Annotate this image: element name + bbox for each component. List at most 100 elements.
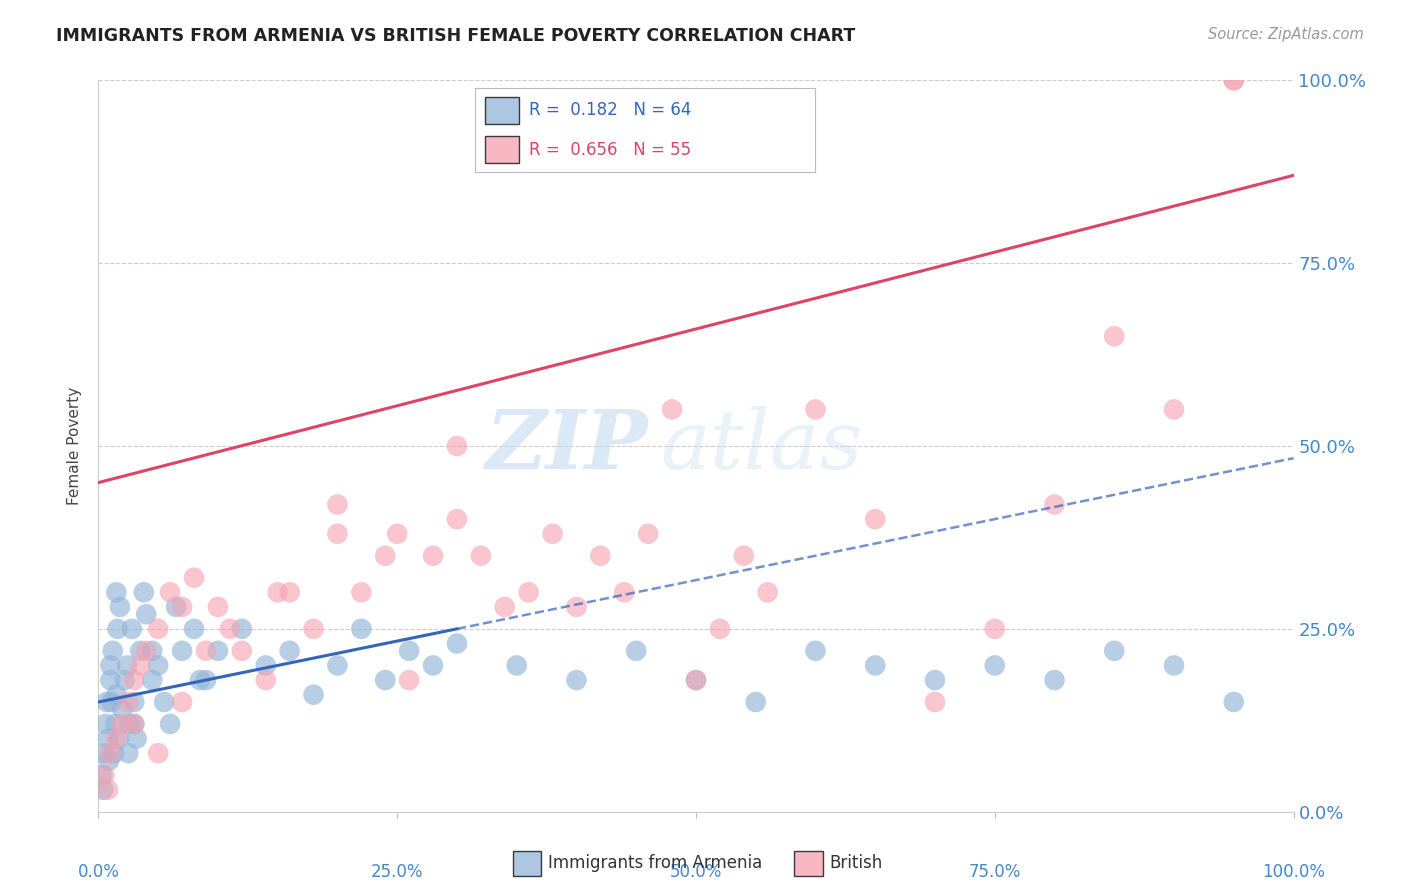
Point <box>565 673 588 687</box>
Point <box>124 673 146 687</box>
Point <box>422 658 444 673</box>
Point <box>661 402 683 417</box>
Point <box>865 512 887 526</box>
Point <box>97 731 120 746</box>
Point <box>159 717 181 731</box>
Point <box>626 644 648 658</box>
Point <box>506 658 529 673</box>
Text: ZIP: ZIP <box>485 406 648 486</box>
Point <box>129 658 152 673</box>
Point <box>111 717 134 731</box>
Point <box>637 526 659 541</box>
Point <box>135 607 157 622</box>
Point <box>172 695 194 709</box>
Text: atlas: atlas <box>661 406 862 486</box>
Point <box>105 688 128 702</box>
Point <box>98 746 122 760</box>
Point <box>231 622 253 636</box>
Point <box>398 673 420 687</box>
Point <box>254 673 277 687</box>
Point <box>804 402 827 417</box>
Text: IMMIGRANTS FROM ARMENIA VS BRITISH FEMALE POVERTY CORRELATION CHART: IMMIGRANTS FROM ARMENIA VS BRITISH FEMAL… <box>56 27 855 45</box>
Point <box>207 599 229 614</box>
Point <box>733 549 755 563</box>
Text: Immigrants from Armenia: Immigrants from Armenia <box>548 855 762 872</box>
Point <box>685 673 707 687</box>
Point <box>105 731 128 746</box>
Point <box>302 622 325 636</box>
Point <box>148 622 170 636</box>
Point <box>98 658 122 673</box>
Point <box>103 746 125 760</box>
Point <box>1043 673 1066 687</box>
Point <box>121 622 143 636</box>
Point <box>98 754 121 768</box>
Point <box>124 717 146 731</box>
Point <box>91 768 114 782</box>
Point <box>97 782 120 797</box>
Point <box>1163 402 1185 417</box>
Point <box>98 673 122 687</box>
Point <box>115 658 138 673</box>
Point <box>165 599 187 614</box>
Point <box>207 644 229 658</box>
Point <box>374 549 396 563</box>
Point <box>745 695 768 709</box>
Point <box>267 585 290 599</box>
Point <box>326 526 349 541</box>
Point <box>117 746 139 760</box>
Point <box>231 644 253 658</box>
Point <box>565 599 588 614</box>
Text: British: British <box>830 855 883 872</box>
Point <box>96 695 118 709</box>
Point <box>114 673 136 687</box>
Point <box>153 695 176 709</box>
Point <box>924 695 946 709</box>
Point <box>924 673 946 687</box>
Point <box>517 585 540 599</box>
Point <box>124 717 146 731</box>
Point <box>183 622 205 636</box>
Point <box>1223 73 1246 87</box>
Point <box>104 717 127 731</box>
Text: Source: ZipAtlas.com: Source: ZipAtlas.com <box>1208 27 1364 42</box>
Point <box>172 599 194 614</box>
Point <box>148 746 170 760</box>
Point <box>494 599 516 614</box>
Point <box>1104 329 1126 343</box>
Point <box>374 673 396 687</box>
Point <box>804 644 827 658</box>
Point <box>135 644 157 658</box>
Point <box>1223 73 1246 87</box>
Point <box>446 636 468 650</box>
Point <box>1104 644 1126 658</box>
Point <box>422 549 444 563</box>
Point <box>132 585 155 599</box>
Point <box>589 549 612 563</box>
Point <box>195 673 218 687</box>
Point <box>91 782 114 797</box>
Point <box>124 695 146 709</box>
Point <box>107 622 129 636</box>
Point <box>159 585 181 599</box>
Point <box>1163 658 1185 673</box>
Point <box>613 585 636 599</box>
Text: 75.0%: 75.0% <box>969 863 1021 881</box>
Point <box>219 622 242 636</box>
Point <box>984 622 1007 636</box>
Text: 0.0%: 0.0% <box>77 863 120 881</box>
Point <box>709 622 731 636</box>
Point <box>118 717 141 731</box>
Point <box>685 673 707 687</box>
Text: 50.0%: 50.0% <box>669 863 723 881</box>
Point <box>302 688 325 702</box>
Point <box>195 644 218 658</box>
Point <box>141 644 163 658</box>
Point <box>117 695 139 709</box>
Point <box>350 585 373 599</box>
Point <box>446 512 468 526</box>
Point <box>105 585 128 599</box>
Point <box>129 644 152 658</box>
Point <box>94 717 117 731</box>
Point <box>183 571 205 585</box>
